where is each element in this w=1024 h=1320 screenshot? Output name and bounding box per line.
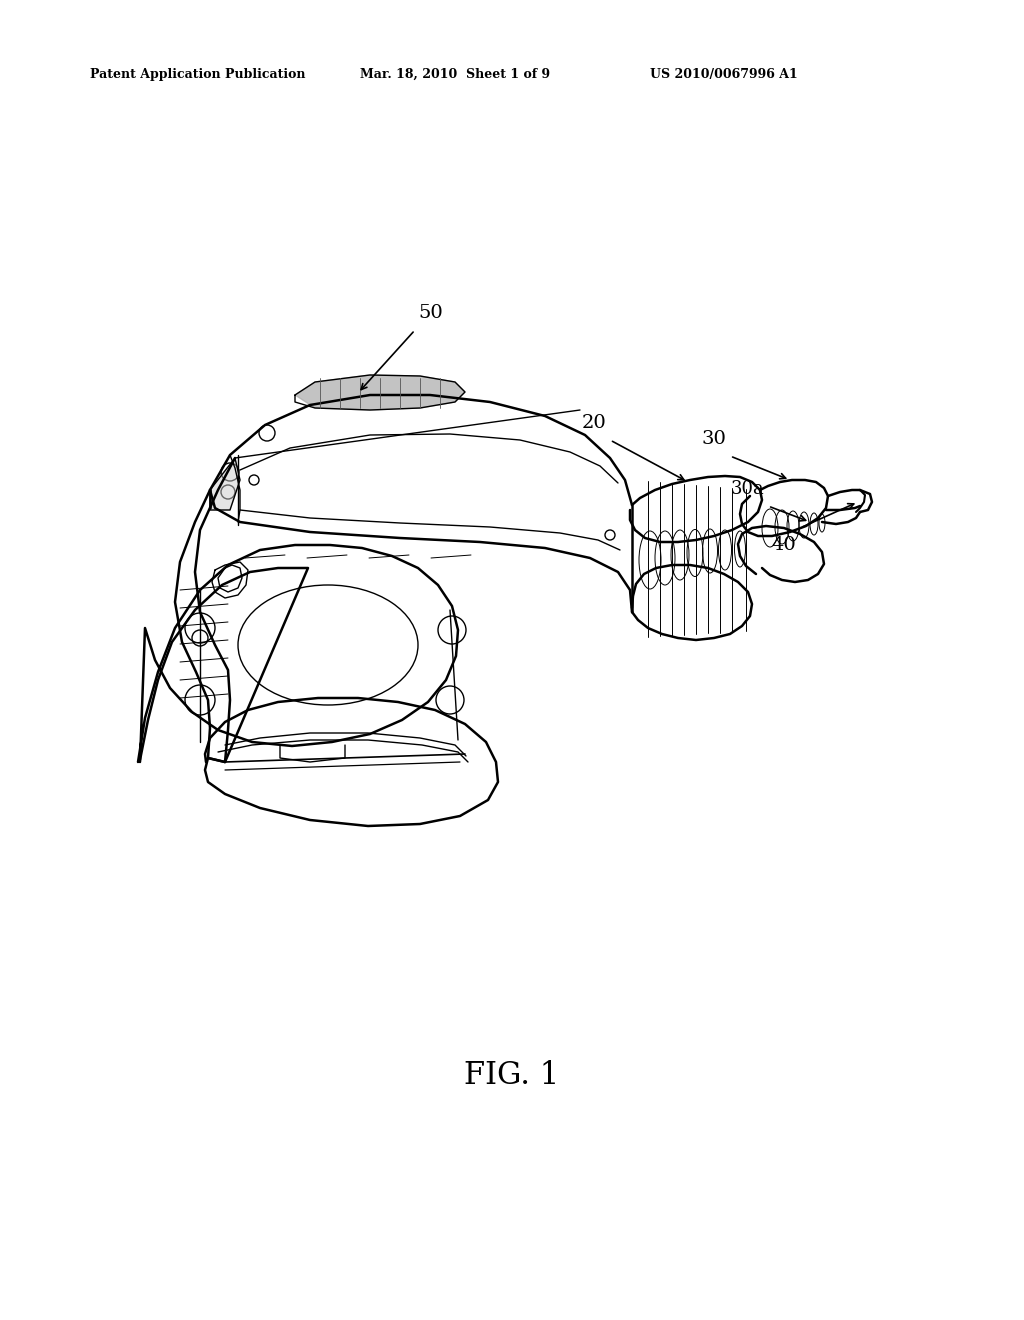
Text: 30: 30 [701, 430, 726, 447]
Polygon shape [295, 375, 465, 411]
Text: Patent Application Publication: Patent Application Publication [90, 69, 305, 81]
Text: 20: 20 [582, 414, 606, 432]
Text: 50: 50 [418, 304, 442, 322]
Text: Mar. 18, 2010  Sheet 1 of 9: Mar. 18, 2010 Sheet 1 of 9 [360, 69, 550, 81]
Text: 40: 40 [771, 536, 796, 554]
Text: US 2010/0067996 A1: US 2010/0067996 A1 [650, 69, 798, 81]
Polygon shape [210, 458, 240, 510]
Text: 30a: 30a [730, 480, 764, 498]
Text: FIG. 1: FIG. 1 [464, 1060, 560, 1092]
